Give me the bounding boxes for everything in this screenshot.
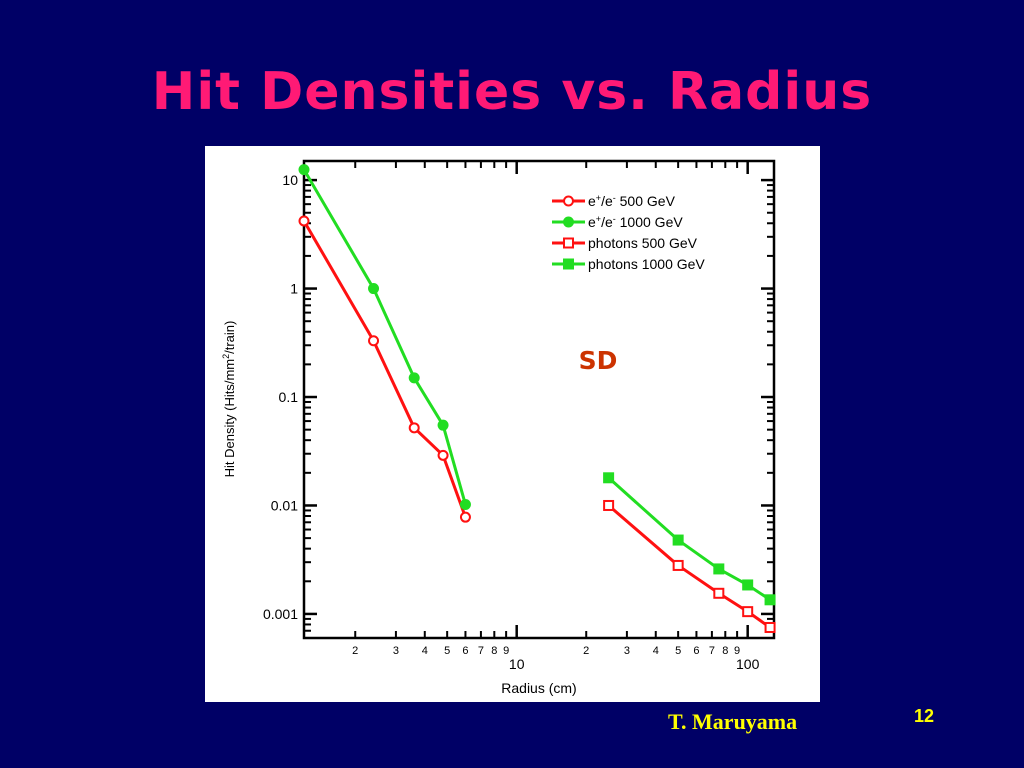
legend-label-part: + bbox=[596, 214, 601, 224]
series-line bbox=[302, 220, 467, 518]
y-axis-label: Hit Density (Hits/mm2/train) bbox=[221, 321, 237, 478]
x-minor-tick-label: 2 bbox=[352, 645, 358, 657]
legend-label-part: 1000 GeV bbox=[616, 214, 684, 230]
legend-label-part: photons 1000 GeV bbox=[588, 256, 705, 272]
legend-label-part: - bbox=[613, 214, 616, 224]
legend-label: e+/e- 500 GeV bbox=[588, 193, 676, 209]
x-axis-label: Radius (cm) bbox=[501, 680, 576, 696]
legend-label-part: /e bbox=[601, 214, 613, 230]
x-minor-tick-label: 2 bbox=[583, 645, 589, 657]
y-tick-label: 10 bbox=[282, 172, 298, 188]
y-tick-label: 0.001 bbox=[263, 606, 298, 622]
legend-label: photons 1000 GeV bbox=[588, 256, 705, 272]
data-point bbox=[459, 499, 471, 511]
data-point bbox=[764, 621, 776, 633]
legend-marker bbox=[563, 216, 574, 228]
data-point bbox=[603, 472, 615, 484]
x-minor-tick-label: 8 bbox=[722, 645, 728, 657]
y-tick-label: 0.1 bbox=[279, 389, 299, 405]
legend-marker bbox=[563, 258, 574, 270]
data-point bbox=[713, 587, 725, 599]
x-tick-label: 100 bbox=[736, 656, 760, 672]
data-point bbox=[742, 579, 754, 591]
x-minor-tick-label: 7 bbox=[478, 645, 484, 657]
legend-label-part: /e bbox=[601, 193, 613, 209]
legend-label-part: photons 500 GeV bbox=[588, 235, 698, 251]
x-minor-tick-label: 6 bbox=[693, 645, 699, 657]
plot-frame bbox=[302, 159, 776, 640]
data-point bbox=[742, 606, 754, 618]
legend-label-part: + bbox=[596, 193, 601, 203]
data-series bbox=[298, 164, 776, 633]
page-number: 12 bbox=[914, 706, 935, 726]
legend-label-part: 500 GeV bbox=[616, 193, 676, 209]
legend-label: photons 500 GeV bbox=[588, 235, 698, 251]
y-tick-label: 1 bbox=[290, 281, 298, 297]
legend-marker bbox=[563, 195, 574, 207]
y-axis-label-part: Hit Density (Hits/mm bbox=[222, 359, 237, 477]
data-point bbox=[298, 215, 310, 227]
data-point bbox=[764, 594, 776, 606]
data-point bbox=[672, 559, 684, 571]
x-minor-tick-label: 9 bbox=[503, 645, 509, 657]
data-point bbox=[672, 534, 684, 546]
y-tick-label: 0.01 bbox=[271, 497, 298, 513]
y-axis-label-superscript: 2 bbox=[221, 354, 231, 359]
data-point bbox=[408, 422, 420, 434]
legend-label-part: - bbox=[613, 193, 616, 203]
chart-panel: 10 1 0.1 0.01 0.001 10 100 2 3 4 5 6 7 8 9 2 3 4 5 6 7 8 9 e+/… bbox=[205, 146, 820, 702]
series-3 bbox=[603, 472, 776, 606]
legend-label: e+/e- 1000 GeV bbox=[588, 214, 683, 230]
x-minor-tick-label: 3 bbox=[624, 645, 630, 657]
legend-label-part: e bbox=[588, 193, 596, 209]
data-point bbox=[368, 335, 380, 347]
series-0 bbox=[298, 215, 471, 523]
data-point bbox=[459, 511, 471, 523]
series-2 bbox=[603, 499, 776, 633]
data-point bbox=[437, 419, 449, 431]
data-point bbox=[437, 449, 449, 461]
data-point bbox=[408, 372, 420, 384]
legend-entry: e+/e- 1000 GeV bbox=[552, 214, 683, 230]
slide-title: Hit Densities vs. Radius bbox=[151, 62, 873, 122]
x-minor-tick-label: 9 bbox=[734, 645, 740, 657]
series-1 bbox=[298, 164, 471, 511]
legend-marker bbox=[563, 237, 574, 249]
sd-annotation: SD bbox=[579, 346, 618, 375]
author-credit: T. Maruyama bbox=[668, 709, 798, 734]
x-tick-label: 10 bbox=[509, 656, 525, 672]
y-axis-label-part: /train) bbox=[222, 321, 237, 354]
x-minor-tick-label: 6 bbox=[462, 645, 468, 657]
legend-label-part: e bbox=[588, 214, 596, 230]
x-minor-tick-label: 5 bbox=[444, 645, 450, 657]
data-point bbox=[603, 499, 615, 511]
x-minor-tick-label: 7 bbox=[709, 645, 715, 657]
x-minor-tick-label: 4 bbox=[653, 645, 659, 657]
data-point bbox=[368, 283, 380, 295]
legend-entry: e+/e- 500 GeV bbox=[552, 193, 676, 209]
x-minor-tick-label: 5 bbox=[675, 645, 681, 657]
legend-entry: photons 1000 GeV bbox=[552, 256, 705, 272]
x-minor-tick-label: 3 bbox=[393, 645, 399, 657]
x-minor-tick-label: 8 bbox=[491, 645, 497, 657]
data-point bbox=[298, 164, 310, 176]
data-point bbox=[713, 563, 725, 575]
x-minor-tick-label: 4 bbox=[422, 645, 428, 657]
legend-entry: photons 500 GeV bbox=[552, 235, 698, 251]
